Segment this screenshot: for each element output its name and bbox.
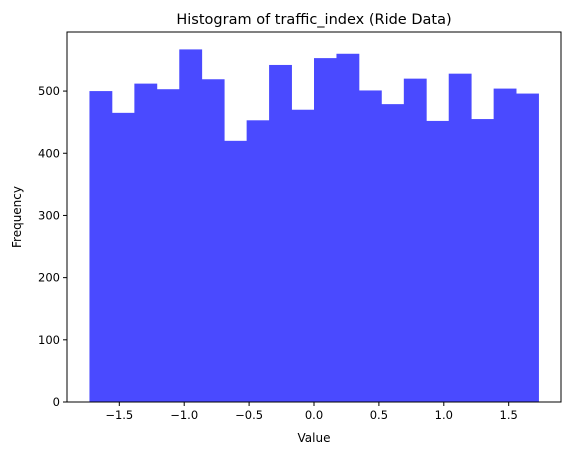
histogram-bar <box>358 90 382 402</box>
histogram-bar <box>516 93 539 403</box>
bars-group <box>89 49 539 403</box>
histogram-bar <box>201 79 225 403</box>
histogram-bar <box>156 89 180 402</box>
y-tick-label: 400 <box>38 146 60 160</box>
y-tick-label: 200 <box>38 271 60 285</box>
y-tick-label: 100 <box>38 333 60 347</box>
x-tick-label: 1.5 <box>500 408 518 422</box>
histogram-bar <box>336 53 360 402</box>
histogram-bar <box>179 49 203 402</box>
histogram-bar <box>448 73 472 402</box>
histogram-bar <box>269 64 292 403</box>
histogram-bar <box>493 88 517 403</box>
histogram-bar <box>471 119 495 402</box>
histogram-bar <box>426 120 450 402</box>
y-axis-label: Frequency <box>10 186 24 248</box>
histogram-bar <box>381 104 405 402</box>
x-axis: −1.5 −1.0 −0.5 0.0 0.5 1.0 1.5 <box>105 402 518 422</box>
x-tick-label: −1.5 <box>105 408 133 422</box>
x-tick-label: 1.0 <box>435 408 453 422</box>
histogram-bar <box>111 112 135 403</box>
x-tick-label: −1.0 <box>170 408 198 422</box>
y-tick-label: 500 <box>38 84 60 98</box>
histogram-bar <box>291 109 315 403</box>
histogram-bar <box>314 58 337 402</box>
chart-title: Histogram of traffic_index (Ride Data) <box>176 12 451 28</box>
histogram-bar <box>134 83 158 402</box>
x-tick-label: 0.5 <box>370 408 388 422</box>
histogram-bar <box>246 120 270 402</box>
x-tick-label: −0.5 <box>235 408 263 422</box>
histogram-bar <box>403 78 427 402</box>
y-tick-label: 300 <box>38 208 60 222</box>
x-tick-label: 0.0 <box>305 408 323 422</box>
histogram-bar <box>89 91 113 403</box>
y-tick-label: 0 <box>53 395 60 409</box>
histogram-bar <box>224 140 248 402</box>
y-axis: 0 100 200 300 400 500 <box>38 84 67 409</box>
x-axis-label: Value <box>298 431 331 445</box>
